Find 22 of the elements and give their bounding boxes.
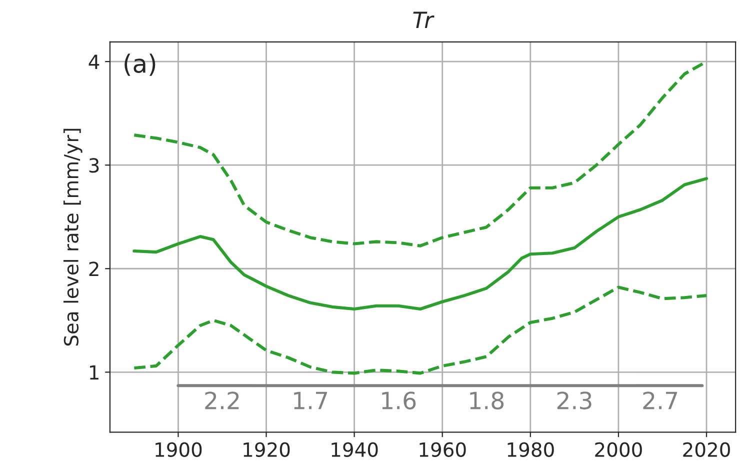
x-tick-label: 1920 <box>244 442 290 457</box>
x-tick-label: 1980 <box>508 442 554 457</box>
x-tick-label: 1940 <box>332 442 378 457</box>
x-tick-label: 2020 <box>683 442 730 457</box>
annotation: 2.2 <box>205 392 239 410</box>
y-tick-label: 2 <box>89 262 98 276</box>
annotation: (a) <box>124 54 156 76</box>
y-tick-label: 1 <box>90 365 98 380</box>
x-tick-label: 1960 <box>420 442 466 457</box>
y-tick-label: 4 <box>88 54 100 69</box>
annotation: 2.3 <box>557 392 592 410</box>
chart-title: Tr <box>413 12 434 28</box>
y-tick-label: 3 <box>89 158 99 173</box>
annotation: 2.7 <box>643 392 678 410</box>
annotation: 1.6 <box>382 392 416 410</box>
annotation: 1.8 <box>470 392 504 410</box>
y-axis-title: Sea level rate [mm/yr] <box>63 128 82 346</box>
x-tick-label: 1900 <box>156 442 202 457</box>
line-series <box>132 286 708 375</box>
line-series <box>132 177 708 311</box>
annotation: 1.7 <box>294 392 328 410</box>
x-tick-label: 2000 <box>595 442 642 457</box>
